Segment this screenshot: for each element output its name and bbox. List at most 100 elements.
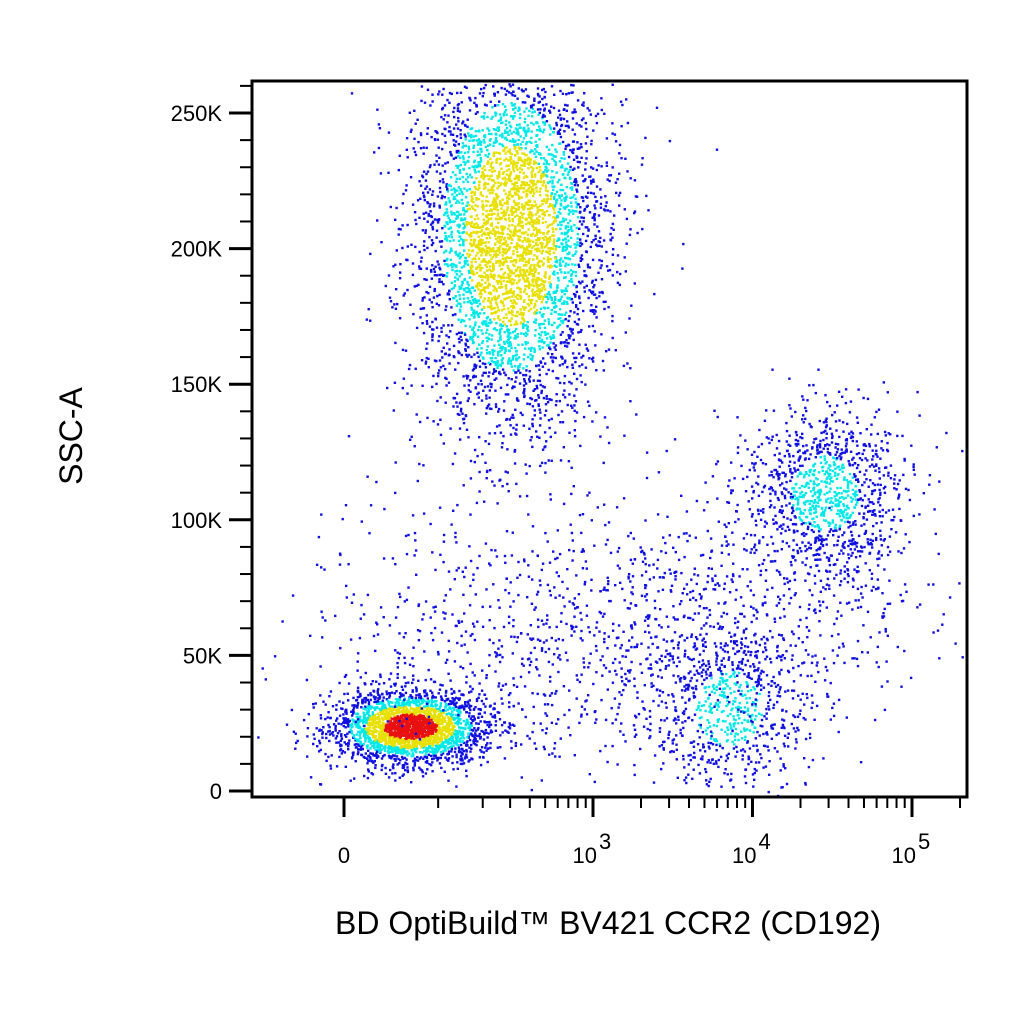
- event-dot: [570, 188, 574, 191]
- event-dot: [535, 150, 538, 153]
- event-dot: [520, 196, 523, 199]
- event-dot: [512, 426, 515, 430]
- event-dot: [438, 713, 441, 716]
- event-dot: [450, 687, 453, 691]
- event-dot: [408, 703, 411, 706]
- event-dot: [555, 190, 559, 193]
- event-dot: [390, 717, 393, 720]
- event-dot: [521, 140, 524, 143]
- event-dot: [626, 121, 630, 125]
- event-dot: [485, 477, 488, 480]
- event-dot: [552, 336, 556, 339]
- event-dot: [326, 716, 329, 719]
- event-dot: [433, 712, 436, 715]
- event-dot: [542, 322, 545, 326]
- event-dot: [352, 706, 356, 710]
- event-dot: [482, 702, 485, 706]
- event-dot: [553, 208, 556, 211]
- event-dot: [383, 725, 387, 728]
- event-dot: [441, 752, 445, 755]
- event-dot: [395, 749, 398, 753]
- event-dot: [387, 734, 390, 738]
- event-dot: [481, 251, 484, 254]
- event-dot: [462, 227, 465, 230]
- event-dot: [372, 744, 376, 748]
- event-dot: [425, 185, 429, 188]
- event-dot: [501, 121, 504, 124]
- event-dot: [484, 371, 487, 375]
- event-dot: [458, 243, 462, 247]
- event-dot: [403, 715, 407, 718]
- event-dot: [471, 339, 474, 342]
- event-dot: [429, 689, 432, 692]
- event-dot: [470, 306, 473, 309]
- event-dot: [375, 745, 378, 748]
- event-dot: [558, 160, 562, 163]
- event-dot: [431, 742, 435, 745]
- event-dot: [553, 273, 556, 276]
- event-dot: [563, 396, 567, 399]
- event-dot: [295, 741, 298, 745]
- event-dot: [625, 242, 628, 245]
- event-dot: [505, 164, 508, 168]
- event-dot: [599, 266, 602, 270]
- event-dot: [415, 222, 418, 226]
- event-dot: [527, 221, 531, 224]
- event-dot: [486, 736, 489, 739]
- event-dot: [423, 101, 427, 104]
- event-dot: [439, 733, 442, 736]
- event-dot: [439, 730, 442, 734]
- event-dot: [395, 708, 398, 712]
- event-dot: [446, 98, 449, 102]
- event-dot: [597, 214, 601, 217]
- event-dot: [593, 217, 596, 220]
- event-dot: [402, 709, 405, 713]
- event-dot: [335, 703, 338, 707]
- event-dot: [394, 772, 397, 775]
- event-dot: [435, 160, 438, 163]
- event-dot: [394, 218, 397, 221]
- event-dot: [506, 276, 509, 279]
- event-dot: [387, 723, 390, 726]
- event-dot: [384, 284, 387, 288]
- event-dot: [539, 129, 543, 133]
- event-dot: [513, 301, 516, 304]
- event-dot: [586, 186, 589, 189]
- event-dot: [419, 756, 423, 759]
- event-dot: [461, 231, 464, 235]
- event-dot: [459, 722, 463, 725]
- event-dot: [425, 706, 428, 709]
- event-dot: [481, 453, 484, 456]
- event-dot: [618, 191, 622, 195]
- event-dot: [367, 731, 371, 734]
- event-dot: [447, 739, 450, 742]
- event-dot: [351, 751, 355, 755]
- event-dot: [482, 738, 486, 741]
- event-dot: [434, 741, 437, 744]
- event-dot: [505, 316, 508, 320]
- event-dot: [488, 407, 492, 410]
- event-dot: [462, 762, 466, 765]
- event-dot: [586, 265, 590, 269]
- event-dot: [570, 382, 573, 385]
- event-dot: [460, 101, 463, 104]
- event-dot: [378, 718, 381, 721]
- event-dot: [461, 759, 464, 762]
- event-dot: [536, 286, 539, 289]
- event-dot: [472, 181, 476, 184]
- event-dot: [640, 163, 644, 166]
- event-dot: [528, 282, 531, 285]
- event-dot: [418, 734, 421, 737]
- event-dot: [434, 703, 438, 706]
- event-dot: [443, 134, 447, 137]
- event-dot: [470, 747, 473, 750]
- event-dot: [551, 359, 554, 362]
- event-dot: [549, 498, 552, 501]
- event-dot: [593, 284, 596, 287]
- event-dot: [507, 725, 510, 729]
- event-dot: [547, 148, 551, 151]
- event-dot: [491, 480, 494, 483]
- event-dot: [425, 694, 429, 697]
- event-dot: [397, 757, 400, 761]
- event-dot: [440, 273, 443, 276]
